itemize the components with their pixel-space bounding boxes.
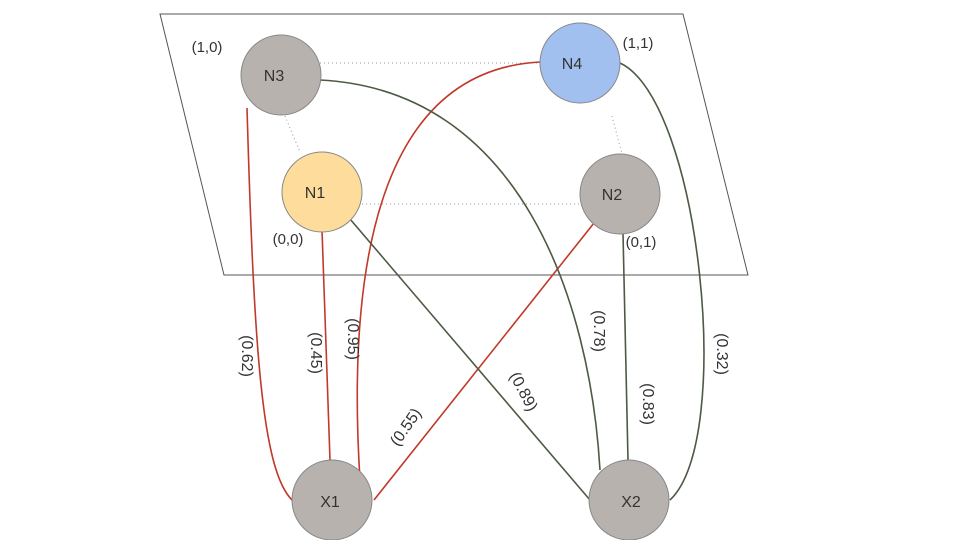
x1-edges xyxy=(246,61,595,501)
node-n3-circle xyxy=(240,34,322,116)
node-x1[interactable]: X1 xyxy=(291,459,373,540)
node-n4-coord: (1,1) xyxy=(623,35,654,52)
edge-x2-n1 xyxy=(349,218,591,501)
node-n4-circle xyxy=(539,22,621,104)
grid-line-n4-n2 xyxy=(611,115,623,155)
node-x1-label: X1 xyxy=(320,494,340,511)
edge-x2-n2 xyxy=(622,232,629,461)
node-n1-label: N1 xyxy=(305,185,326,202)
weight-label-x1-n4: (0.95) xyxy=(344,318,361,360)
x2-edges xyxy=(319,62,705,501)
weight-label-x2-n4: (0.32) xyxy=(713,333,730,375)
weight-label-x2-n2: (0.83) xyxy=(639,383,656,425)
edge-x2-n3 xyxy=(319,79,601,471)
edge-x1-n1 xyxy=(321,229,331,461)
node-n2-circle xyxy=(579,153,661,235)
node-n1-coord: (0,0) xyxy=(273,231,304,248)
weight-label-x1-n3: (0.62) xyxy=(238,335,255,377)
grid-lines xyxy=(284,62,623,205)
edge-x1-n3 xyxy=(246,107,293,501)
edge-x1-n4 xyxy=(356,61,541,481)
weight-label-x2-n3: (0.78) xyxy=(590,310,607,352)
node-n2-label: N2 xyxy=(602,187,623,204)
node-n2-coord: (0,1) xyxy=(626,234,657,251)
node-n1-circle xyxy=(281,151,363,233)
grid-plane xyxy=(159,13,749,276)
node-n4-label: N4 xyxy=(562,56,583,73)
edge-x2-n4 xyxy=(619,62,705,501)
node-x2-circle xyxy=(588,459,670,540)
node-x2[interactable]: X2 xyxy=(588,459,670,540)
node-n3-coord: (1,0) xyxy=(192,39,223,56)
grid-line-n3-n1 xyxy=(284,115,301,153)
node-n1[interactable]: N1 xyxy=(281,151,363,233)
node-n3[interactable]: N3 xyxy=(240,34,322,116)
node-n2[interactable]: N2 xyxy=(579,153,661,235)
node-n4[interactable]: N4 xyxy=(539,22,621,104)
node-n3-label: N3 xyxy=(264,68,285,85)
weight-label-x1-n1: (0.45) xyxy=(307,332,324,374)
node-x1-circle xyxy=(291,459,373,540)
edge-x1-n2 xyxy=(373,222,595,501)
node-x2-label: X2 xyxy=(621,494,641,511)
